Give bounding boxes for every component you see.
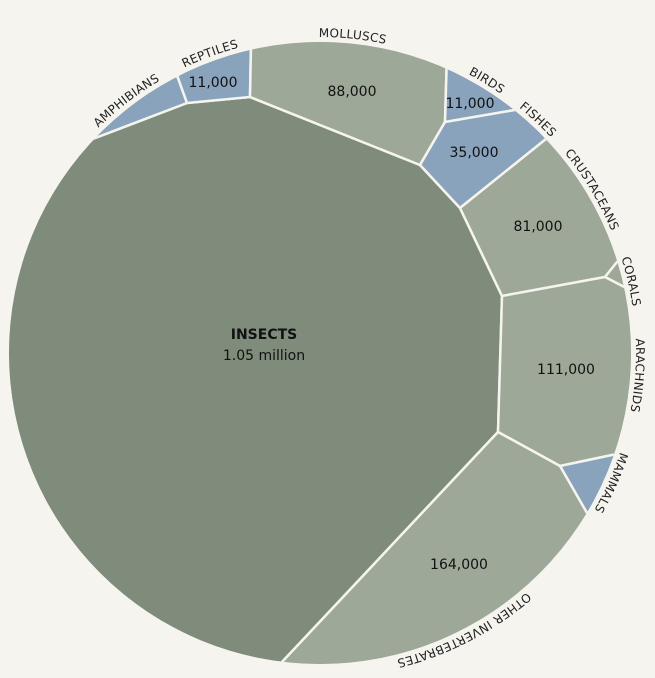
cell-value-insects: 1.05 million xyxy=(223,348,305,364)
cell-label-insects: INSECTS xyxy=(231,327,297,343)
cell-value-fishes: 35,000 xyxy=(450,145,499,161)
cell-value-birds: 11,000 xyxy=(446,96,495,112)
cell-value-molluscs: 88,000 xyxy=(328,84,377,100)
cell-value-reptiles: 11,000 xyxy=(189,75,238,91)
cell-value-other: 164,000 xyxy=(430,557,488,573)
cell-value-crustaceans: 81,000 xyxy=(514,219,563,235)
cell-value-arachnids: 111,000 xyxy=(537,362,595,378)
